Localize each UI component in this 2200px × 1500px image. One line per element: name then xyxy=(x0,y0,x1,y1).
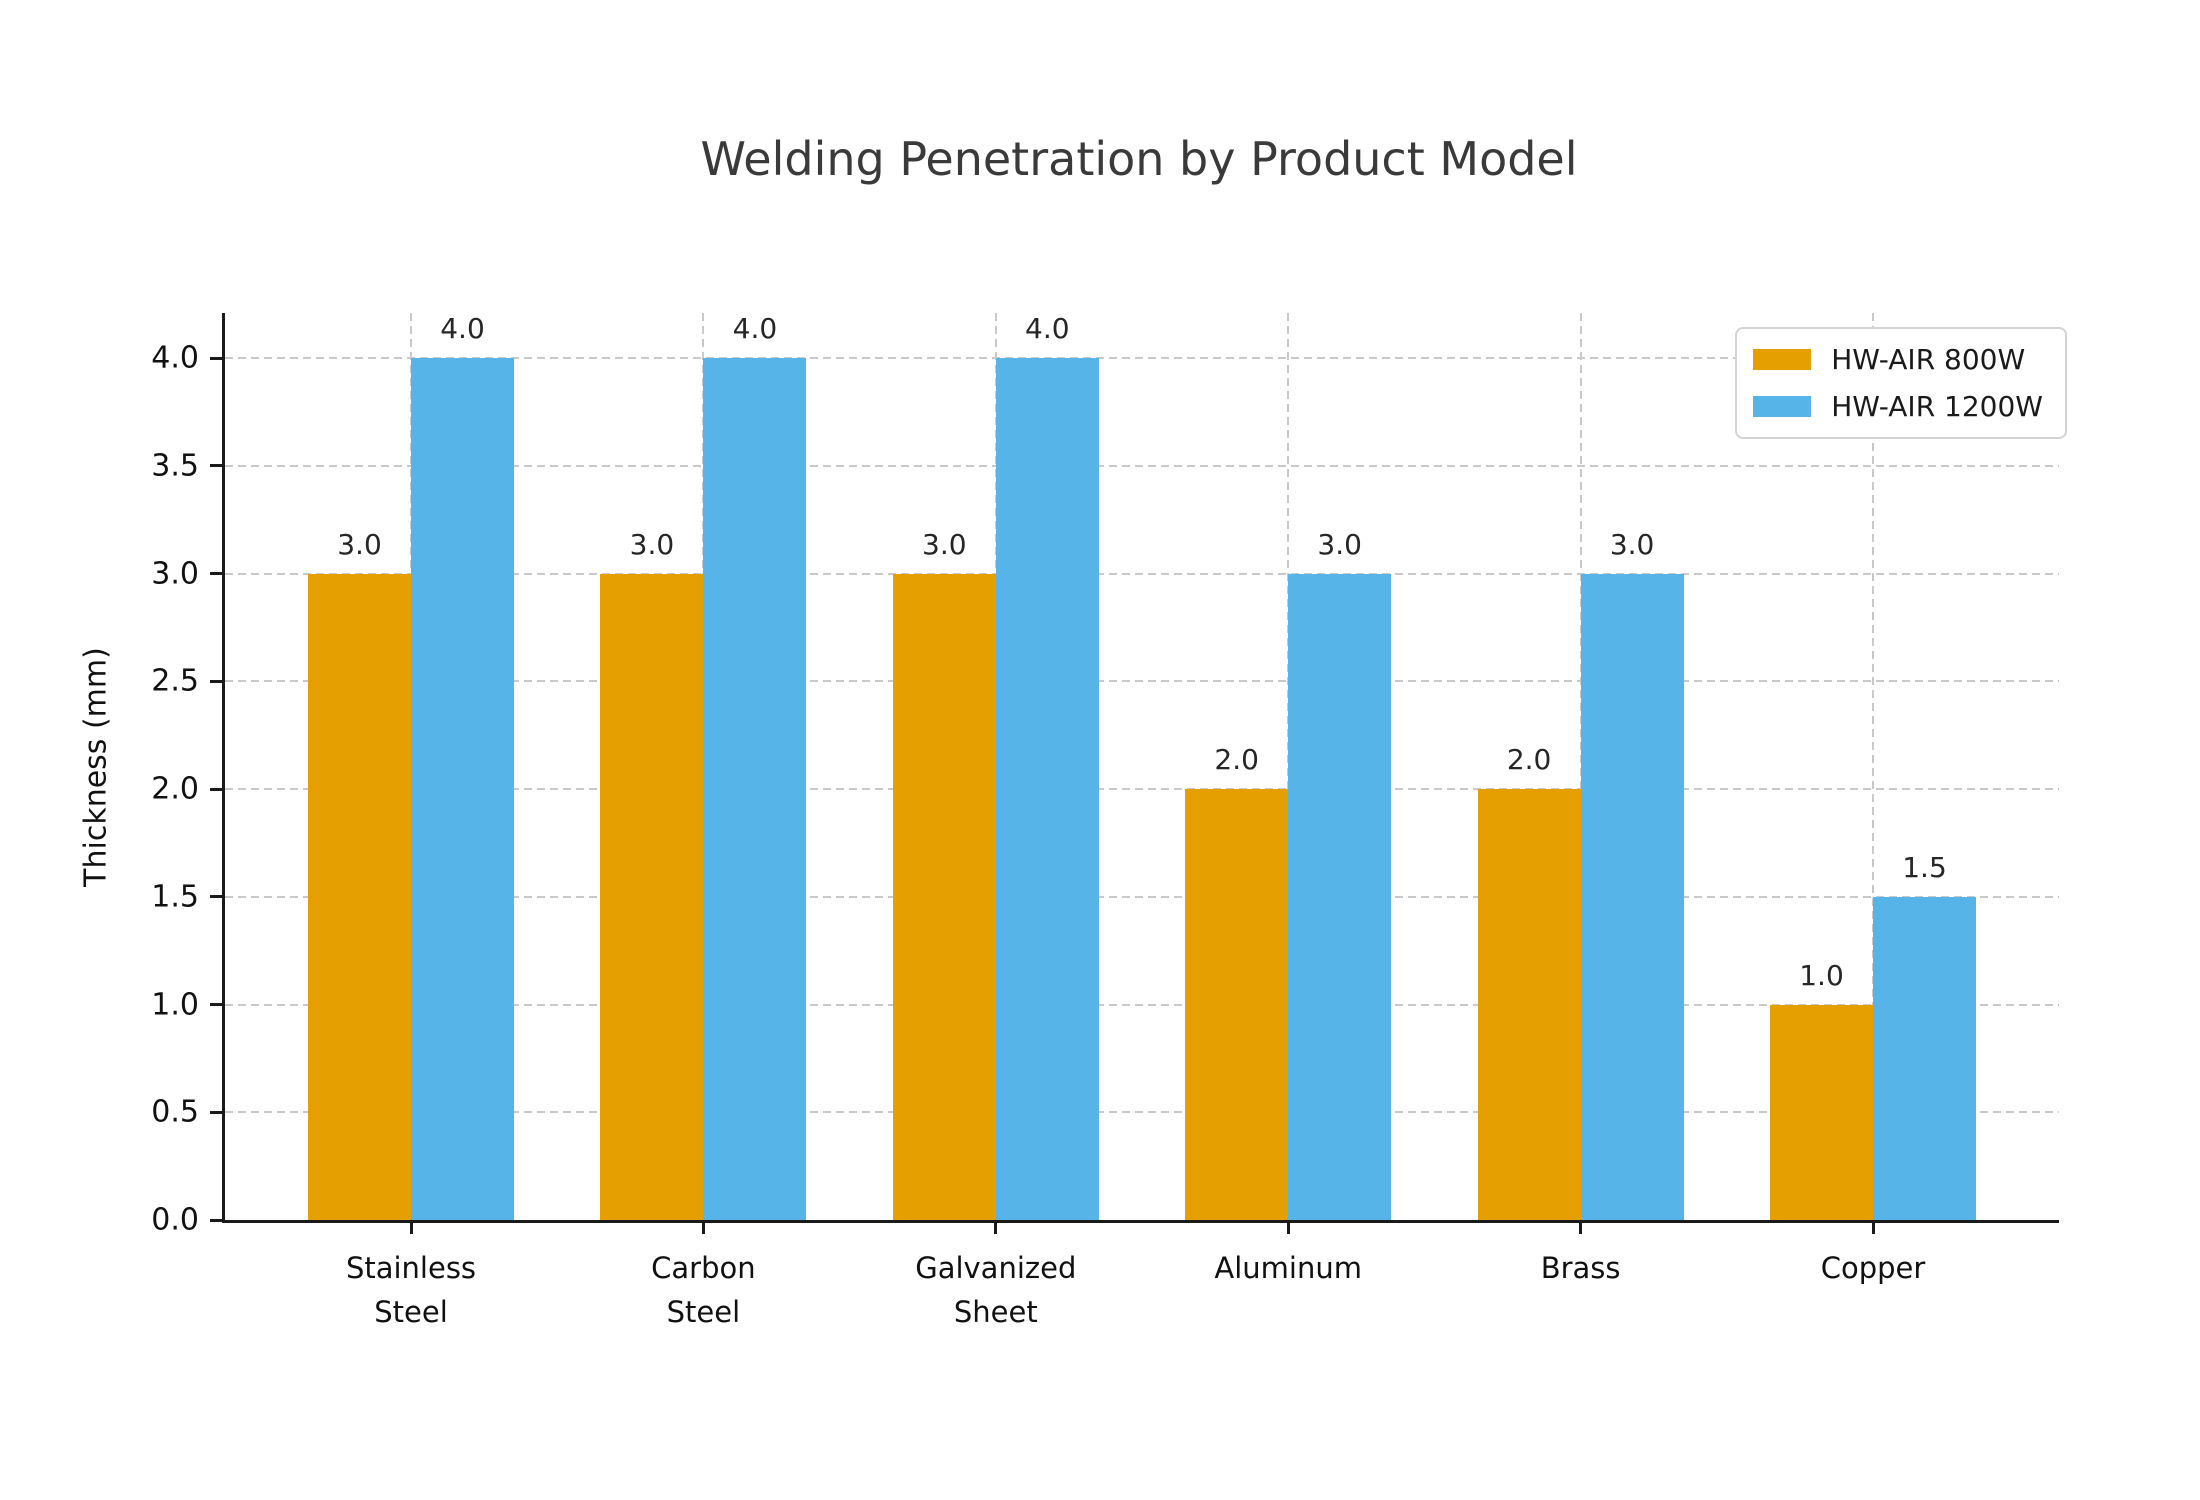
x-axis-tick xyxy=(701,1222,705,1234)
bar-value-label: 4.0 xyxy=(732,312,778,346)
gridline-horizontal xyxy=(225,680,2059,683)
gridline-horizontal xyxy=(225,572,2059,575)
legend-swatch xyxy=(1753,349,1812,370)
bar-value-label: 4.0 xyxy=(1025,312,1070,346)
gridline-horizontal xyxy=(225,357,2059,360)
x-tick-label: Galvanized Sheet xyxy=(915,1251,1077,1329)
bar-value-label: 1.0 xyxy=(1799,958,1844,992)
gridline-vertical xyxy=(1872,313,1874,1220)
y-tick-label: 3.5 xyxy=(151,448,199,484)
bar-hw-air-800w xyxy=(1185,789,1289,1220)
bar-value-label: 4.0 xyxy=(440,312,485,346)
gridline-horizontal xyxy=(225,788,2059,791)
x-axis-tick xyxy=(1579,1222,1583,1234)
bar-hw-air-1200w xyxy=(703,358,807,1220)
legend-label: HW-AIR 800W xyxy=(1831,343,2026,376)
y-axis-tick xyxy=(210,1003,223,1007)
bar-hw-air-800w xyxy=(892,573,996,1220)
y-axis-tick xyxy=(210,787,223,791)
gridline-horizontal xyxy=(225,1003,2059,1006)
bar-value-label: 2.0 xyxy=(1506,743,1552,777)
y-tick-label: 0.0 xyxy=(151,1202,199,1238)
bar-value-label: 1.5 xyxy=(1902,850,1947,884)
chart-title: Welding Penetration by Product Model xyxy=(700,132,1578,186)
x-tick-label: Copper xyxy=(1820,1251,1926,1285)
y-axis-tick xyxy=(210,572,223,576)
bar-hw-air-1200w xyxy=(1288,573,1392,1220)
bar-value-label: 3.0 xyxy=(1609,527,1655,561)
y-tick-label: 0.5 xyxy=(151,1094,199,1130)
y-tick-label: 1.5 xyxy=(151,879,199,915)
x-axis-tick xyxy=(1286,1222,1290,1234)
x-axis-tick xyxy=(1871,1222,1875,1234)
gridline-horizontal xyxy=(225,1111,2059,1114)
bar-hw-air-800w xyxy=(1770,1004,1873,1220)
x-tick-label: Stainless Steel xyxy=(345,1251,477,1329)
bar-value-label: 2.0 xyxy=(1214,743,1259,777)
y-axis-tick xyxy=(210,464,223,468)
legend: HW-AIR 800W HW-AIR 1200W xyxy=(1735,327,2067,439)
x-tick-label: Carbon Steel xyxy=(651,1251,756,1329)
plot-area: HW-AIR 800W HW-AIR 1200W 0.0 0.5 1.0 1.5 2.0 2… xyxy=(151,312,2067,1329)
legend-entry: HW-AIR 800W xyxy=(1753,343,2043,376)
bar-hw-air-1200w xyxy=(995,358,1099,1220)
bar-hw-air-1200w xyxy=(1873,896,1976,1220)
bar-value-label: 3.0 xyxy=(629,527,675,561)
y-tick-label: 2.5 xyxy=(151,663,199,699)
legend-label: HW-AIR 1200W xyxy=(1831,390,2043,423)
legend-entry: HW-AIR 1200W xyxy=(1753,390,2043,423)
gridline-horizontal xyxy=(225,464,2059,467)
y-axis-tick xyxy=(210,1218,223,1222)
bar-value-label: 3.0 xyxy=(337,527,382,561)
y-axis-tick xyxy=(210,356,223,360)
bar-hw-air-1200w xyxy=(1580,573,1684,1220)
x-axis-tick xyxy=(994,1222,998,1234)
y-tick-label: 3.0 xyxy=(151,556,199,592)
y-tick-label: 2.0 xyxy=(151,771,199,807)
bar-hw-air-800w xyxy=(308,573,411,1220)
legend-swatch xyxy=(1753,396,1812,417)
y-tick-label: 1.0 xyxy=(151,987,199,1023)
bar-hw-air-800w xyxy=(600,573,704,1220)
y-tick-label: 4.0 xyxy=(151,340,199,376)
x-tick-label: Aluminum xyxy=(1214,1251,1362,1285)
gridline-horizontal xyxy=(225,895,2059,898)
bar-value-label: 3.0 xyxy=(1317,527,1362,561)
x-axis-tick xyxy=(409,1222,413,1234)
y-axis-tick xyxy=(210,895,223,899)
bar-hw-air-800w xyxy=(1477,789,1581,1220)
y-axis-tick xyxy=(210,679,223,683)
x-tick-label: Brass xyxy=(1540,1251,1621,1285)
y-axis-tick xyxy=(210,1110,223,1114)
bar-value-label: 3.0 xyxy=(922,527,967,561)
bar-hw-air-1200w xyxy=(411,358,514,1220)
